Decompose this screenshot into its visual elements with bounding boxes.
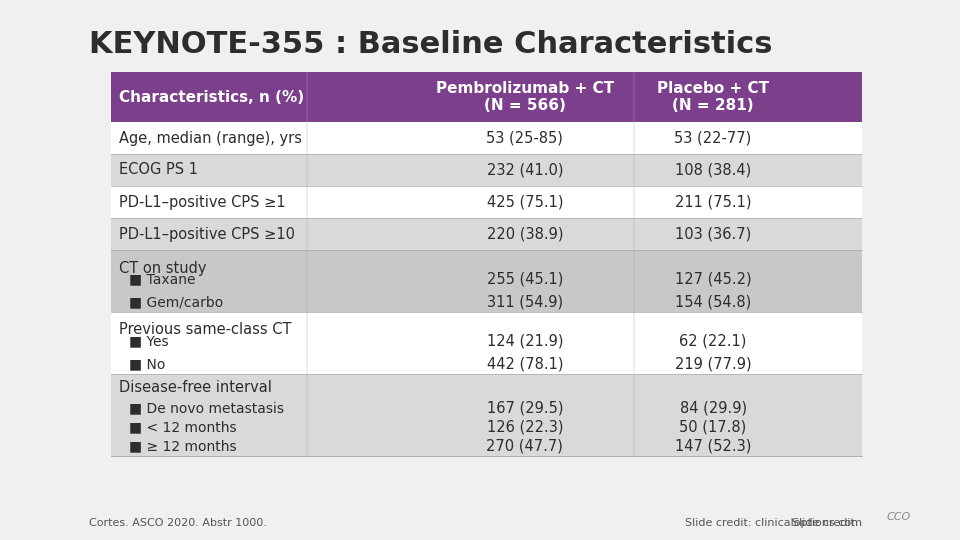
- Text: KEYNOTE-355 : Baseline Characteristics: KEYNOTE-355 : Baseline Characteristics: [89, 30, 773, 59]
- Text: Cortes. ASCO 2020. Abstr 1000.: Cortes. ASCO 2020. Abstr 1000.: [89, 518, 267, 528]
- Text: CCO: CCO: [887, 512, 911, 522]
- Text: 124 (21.9): 124 (21.9): [487, 334, 564, 348]
- Text: Age, median (range), yrs: Age, median (range), yrs: [119, 131, 301, 145]
- Text: ■ Yes: ■ Yes: [129, 334, 168, 348]
- Text: 108 (38.4): 108 (38.4): [675, 163, 751, 178]
- Text: 126 (22.3): 126 (22.3): [487, 420, 564, 435]
- Text: Slide credit: clinicaloptions.com: Slide credit: clinicaloptions.com: [684, 518, 862, 528]
- Text: Characteristics, n (%): Characteristics, n (%): [119, 90, 304, 105]
- Text: 103 (36.7): 103 (36.7): [675, 226, 751, 241]
- Text: Pembrolizumab + CT
(N = 566): Pembrolizumab + CT (N = 566): [436, 81, 614, 113]
- Text: PD-L1–positive CPS ≥1: PD-L1–positive CPS ≥1: [119, 194, 285, 210]
- Text: ■ No: ■ No: [129, 357, 165, 371]
- Text: 425 (75.1): 425 (75.1): [487, 194, 564, 210]
- Text: ECOG PS 1: ECOG PS 1: [119, 163, 198, 178]
- Text: Slide credit:: Slide credit:: [792, 518, 862, 528]
- FancyBboxPatch shape: [111, 122, 862, 154]
- Text: 311 (54.9): 311 (54.9): [487, 294, 563, 309]
- Text: Disease-free interval: Disease-free interval: [119, 381, 272, 395]
- Text: 442 (78.1): 442 (78.1): [487, 356, 564, 372]
- FancyBboxPatch shape: [111, 312, 862, 374]
- Text: ■ De novo metastasis: ■ De novo metastasis: [129, 401, 284, 415]
- Text: 270 (47.7): 270 (47.7): [487, 438, 564, 454]
- FancyBboxPatch shape: [111, 154, 862, 186]
- Text: ■ Gem/carbo: ■ Gem/carbo: [129, 295, 223, 309]
- FancyBboxPatch shape: [111, 186, 862, 218]
- FancyBboxPatch shape: [111, 218, 862, 250]
- Text: 50 (17.8): 50 (17.8): [680, 420, 747, 435]
- FancyBboxPatch shape: [111, 72, 862, 122]
- Text: CT on study: CT on study: [119, 260, 206, 275]
- Text: 154 (54.8): 154 (54.8): [675, 294, 751, 309]
- FancyBboxPatch shape: [111, 374, 862, 456]
- Text: 53 (22-77): 53 (22-77): [675, 131, 752, 145]
- Text: Previous same-class CT: Previous same-class CT: [119, 322, 291, 338]
- FancyBboxPatch shape: [111, 250, 862, 312]
- Text: 62 (22.1): 62 (22.1): [680, 334, 747, 348]
- Text: 147 (52.3): 147 (52.3): [675, 438, 752, 454]
- Text: 127 (45.2): 127 (45.2): [675, 272, 752, 287]
- Text: 211 (75.1): 211 (75.1): [675, 194, 752, 210]
- Text: 255 (45.1): 255 (45.1): [487, 272, 564, 287]
- Text: 167 (29.5): 167 (29.5): [487, 401, 564, 415]
- Text: 220 (38.9): 220 (38.9): [487, 226, 564, 241]
- Text: Placebo + CT
(N = 281): Placebo + CT (N = 281): [657, 81, 769, 113]
- Text: PD-L1–positive CPS ≥10: PD-L1–positive CPS ≥10: [119, 226, 295, 241]
- Text: 219 (77.9): 219 (77.9): [675, 356, 752, 372]
- Text: 53 (25-85): 53 (25-85): [487, 131, 564, 145]
- Text: ■ < 12 months: ■ < 12 months: [129, 420, 236, 434]
- Text: ■ ≥ 12 months: ■ ≥ 12 months: [129, 439, 236, 453]
- Text: ■ Taxane: ■ Taxane: [129, 272, 195, 286]
- Text: 84 (29.9): 84 (29.9): [680, 401, 747, 415]
- Text: 232 (41.0): 232 (41.0): [487, 163, 564, 178]
